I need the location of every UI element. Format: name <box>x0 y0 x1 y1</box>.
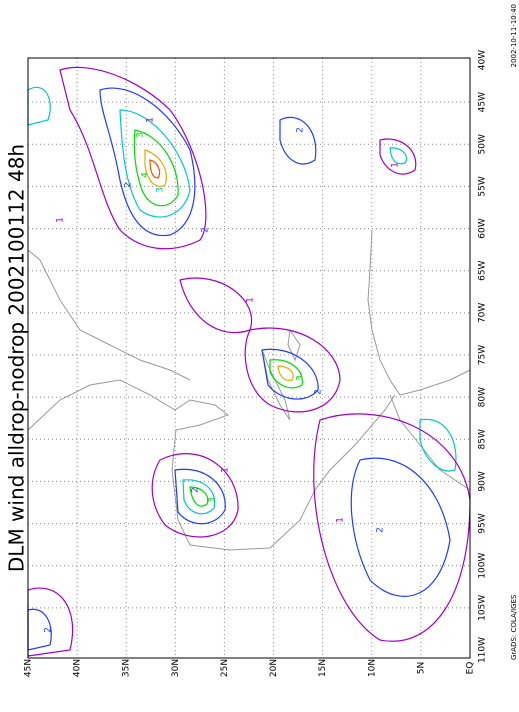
coastline <box>389 394 471 491</box>
longitude-label: 55W <box>478 176 488 196</box>
contour-label: 1 <box>221 467 231 473</box>
contour-label: 2 <box>376 527 386 533</box>
contour-label: 3 <box>208 497 218 503</box>
longitude-label: 100W <box>478 553 488 579</box>
contour <box>279 116 317 165</box>
contour <box>151 453 239 538</box>
contour-label: 2 <box>124 182 134 188</box>
contour <box>261 348 319 400</box>
longitude-label: 80W <box>478 387 488 407</box>
contour <box>244 327 341 413</box>
longitude-label: 40W <box>478 50 488 70</box>
contour <box>133 129 179 207</box>
contour <box>174 468 226 525</box>
longitude-label: 105W <box>478 595 488 621</box>
map-frame <box>27 57 471 659</box>
contour <box>149 159 161 179</box>
contour <box>379 138 417 175</box>
contour <box>27 86 51 126</box>
title: DLM wind alldrop-nodrop 2002100112 48h <box>5 144 29 572</box>
latitude-label: 25N <box>220 659 230 677</box>
contour <box>27 608 52 651</box>
contour-label: 1 <box>246 297 256 303</box>
longitude-label: 90W <box>478 471 488 491</box>
coastline <box>27 379 396 551</box>
longitude-label: 75W <box>478 345 488 365</box>
timestamp: 2002-10-11-10:40 <box>510 4 518 67</box>
contour <box>119 109 191 218</box>
credit: GrADS: COLA/IGES <box>510 594 518 660</box>
labels: 40W 45W 50W 55W 60W 65W 70W 75W 80W 85W 90W 95W 100W… <box>24 50 488 677</box>
contour-label: 3 <box>136 132 146 138</box>
contours <box>27 66 471 657</box>
contour-label: 2 <box>191 487 201 493</box>
contour <box>389 147 408 165</box>
coastline <box>27 249 191 381</box>
latitude-label: 15N <box>318 659 328 677</box>
coastlines <box>27 229 471 551</box>
contour-label: 2 <box>296 127 306 133</box>
contour <box>179 277 253 334</box>
contour-label: 1 <box>391 162 401 168</box>
grid <box>28 58 470 658</box>
contour-label: 1 <box>146 117 156 123</box>
longitude-label: 110W <box>478 637 488 663</box>
contour <box>144 149 167 187</box>
contour <box>59 66 207 250</box>
longitude-label: 50W <box>478 134 488 154</box>
contour-label: 2 <box>44 627 54 633</box>
longitude-label: 70W <box>478 303 488 323</box>
contour-label: 3 <box>156 187 166 193</box>
latitude-label: EQ <box>466 662 476 675</box>
contour-label: 2 <box>314 389 324 395</box>
latitude-label: 5N <box>416 662 426 674</box>
longitude-label: 45W <box>478 92 488 112</box>
contour <box>313 413 471 642</box>
latitude-label: 45N <box>24 659 34 677</box>
contour <box>277 365 294 381</box>
contour <box>99 87 196 237</box>
coastline <box>367 229 471 396</box>
latitude-label: 40N <box>73 659 83 677</box>
longitude-label: 60W <box>478 218 488 238</box>
longitude-label: 85W <box>478 429 488 449</box>
contour-label: 1 <box>336 517 346 523</box>
longitude-label: 65W <box>478 260 488 280</box>
contour-label: 1 <box>56 217 66 223</box>
contour <box>419 418 457 472</box>
contour <box>269 359 303 389</box>
contour <box>350 457 451 597</box>
latitude-label: 10N <box>367 659 377 677</box>
latitude-label: 35N <box>122 659 132 677</box>
contour <box>189 486 209 507</box>
island <box>287 328 301 362</box>
latitude-label: 30N <box>171 659 181 677</box>
contour-label: 2 <box>201 227 211 233</box>
contour-label: 4 <box>141 172 151 178</box>
contour-label: 3 <box>296 375 306 381</box>
longitude-label: 95W <box>478 513 488 533</box>
latitude-label: 20N <box>269 659 279 677</box>
contour <box>182 479 216 515</box>
contour <box>27 587 74 657</box>
